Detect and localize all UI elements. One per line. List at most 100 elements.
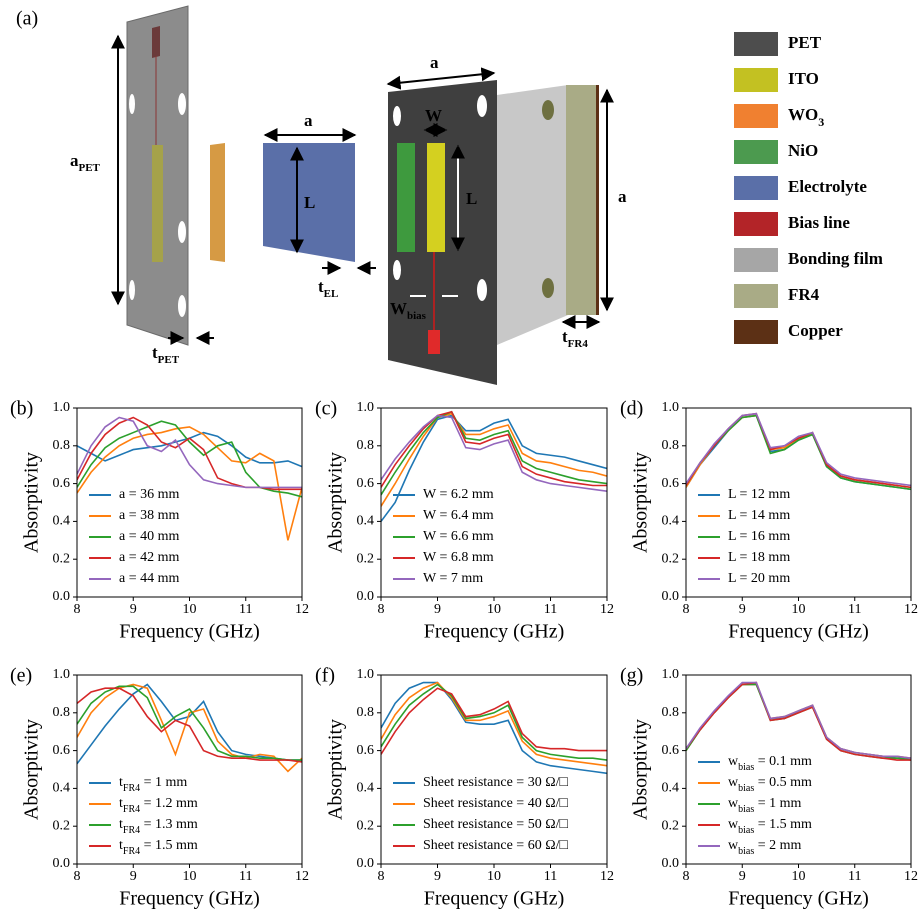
y-tick-label: 0.8: [53, 438, 71, 453]
dimension-label: tPET: [152, 343, 180, 366]
text-part: W = 6.2 mm: [423, 487, 494, 502]
text-part: Sheet resistance = 50 Ω/□: [423, 817, 568, 832]
x-tick-label: 12: [600, 602, 614, 617]
subscript: FR4: [568, 338, 589, 350]
hole: [129, 280, 135, 300]
hole: [542, 278, 554, 298]
panel-label: (d): [620, 398, 643, 420]
plot-area: [77, 683, 302, 773]
text-part: w: [728, 817, 739, 832]
x-tick-label: 10: [487, 869, 501, 884]
data-line: [381, 414, 607, 492]
chart: (c) 0.0 0.2 0.4 0.6 0.8 1.0 8 9 10 11 12 Frequency (…: [315, 398, 614, 643]
panel-label: (c): [315, 398, 337, 420]
text-part: = 0.5 mm: [754, 775, 812, 790]
y-axis-title: Absorptivity: [630, 719, 652, 820]
x-tick-label: 8: [378, 602, 385, 617]
panel-label: (g): [620, 665, 643, 687]
data-line: [77, 426, 302, 541]
ito-front: [427, 143, 445, 252]
y-tick-label: 0.2: [357, 551, 375, 566]
legend-swatch: [734, 212, 778, 236]
y-tick-label: 0.0: [662, 856, 680, 871]
plot-area: [77, 416, 302, 541]
legend-label: Sheet resistance = 40 Ω/□: [423, 796, 568, 811]
text-part: FR4: [788, 285, 820, 304]
legend-label: W = 6.4 mm: [423, 508, 494, 523]
dimension-label: L: [304, 193, 315, 212]
x-tick-label: 11: [848, 602, 861, 617]
legend-label: Sheet resistance = 60 Ω/□: [423, 838, 568, 853]
x-axis-title: Frequency (GHz): [728, 621, 869, 643]
legend-label: wbias = 0.5 mm: [728, 775, 812, 794]
subscript: PET: [79, 162, 101, 174]
text-part: L = 12 mm: [728, 487, 790, 502]
text-part: PET: [788, 33, 822, 52]
y-tick-label: 1.0: [357, 400, 375, 415]
data-line: [381, 687, 607, 755]
data-line: [686, 681, 911, 761]
text-part: = 1 mm: [754, 796, 801, 811]
legend-swatch: [734, 176, 778, 200]
text-part: Sheet resistance = 30 Ω/□: [423, 775, 568, 790]
text-part: L: [304, 193, 315, 212]
text-part: = 1.3 mm: [140, 817, 198, 832]
x-axis-title: Frequency (GHz): [728, 888, 869, 910]
x-tick-label: 9: [434, 869, 441, 884]
legend-label: PET: [788, 33, 822, 52]
x-tick-label: 10: [183, 869, 197, 884]
x-tick-label: 10: [487, 602, 501, 617]
dimension-label: tFR4: [562, 327, 588, 350]
text-part: = 1.5 mm: [140, 838, 198, 853]
subscript: bias: [407, 310, 427, 322]
text-part: a: [70, 151, 79, 170]
y-axis-title: Absorptivity: [325, 719, 347, 820]
chart: (f) 0.0 0.2 0.4 0.6 0.8 1.0 8 9 10 11 12 Frequency (…: [315, 665, 614, 910]
copper: [596, 85, 599, 315]
y-tick-label: 1.0: [662, 400, 680, 415]
text-part: Sheet resistance = 60 Ω/□: [423, 838, 568, 853]
chart: (g) 0.0 0.2 0.4 0.6 0.8 1.0 8 9 10 11 12 Frequency (…: [620, 665, 918, 910]
axes-frame: [76, 407, 303, 598]
legend-label: Sheet resistance = 50 Ω/□: [423, 817, 568, 832]
y-tick-label: 0.0: [662, 589, 680, 604]
nio: [397, 143, 415, 252]
hole: [393, 260, 401, 280]
subscript: bias: [738, 783, 754, 794]
plot-area: [381, 410, 607, 522]
legend-label: NiO: [788, 141, 818, 160]
plot-area: [686, 681, 911, 761]
pad: [152, 26, 160, 58]
text-part: = 1.5 mm: [754, 817, 812, 832]
x-tick-label: 12: [600, 869, 614, 884]
legend-label: FR4: [788, 285, 820, 304]
y-tick-label: 0.6: [662, 743, 680, 758]
legend-label: wbias = 1 mm: [728, 796, 802, 815]
x-tick-label: 10: [792, 869, 806, 884]
data-line: [686, 412, 911, 487]
y-tick-label: 0.8: [357, 438, 375, 453]
y-tick-label: 1.0: [357, 667, 375, 682]
x-tick-label: 12: [904, 869, 918, 884]
text-part: Copper: [788, 321, 843, 340]
legend-label: tFR4 = 1.2 mm: [119, 796, 198, 815]
text-part: t: [119, 775, 123, 790]
text-part: = 1.2 mm: [140, 796, 198, 811]
legend-label: ITO: [788, 69, 819, 88]
text-part: L = 18 mm: [728, 550, 790, 565]
subscript: 3: [818, 115, 824, 129]
text-part: a = 38 mm: [119, 508, 179, 523]
legend-swatch: [734, 104, 778, 128]
data-line: [381, 410, 607, 496]
pad: [428, 330, 440, 354]
text-part: t: [119, 838, 123, 853]
x-axis-title: Frequency (GHz): [119, 621, 260, 643]
legend-label: L = 16 mm: [728, 529, 790, 544]
hole: [178, 295, 186, 317]
legend-swatch: [734, 284, 778, 308]
x-tick-label: 12: [295, 869, 309, 884]
panel-label: (f): [315, 665, 335, 687]
subscript: bias: [738, 846, 754, 857]
data-line: [381, 683, 607, 761]
x-tick-label: 10: [183, 602, 197, 617]
